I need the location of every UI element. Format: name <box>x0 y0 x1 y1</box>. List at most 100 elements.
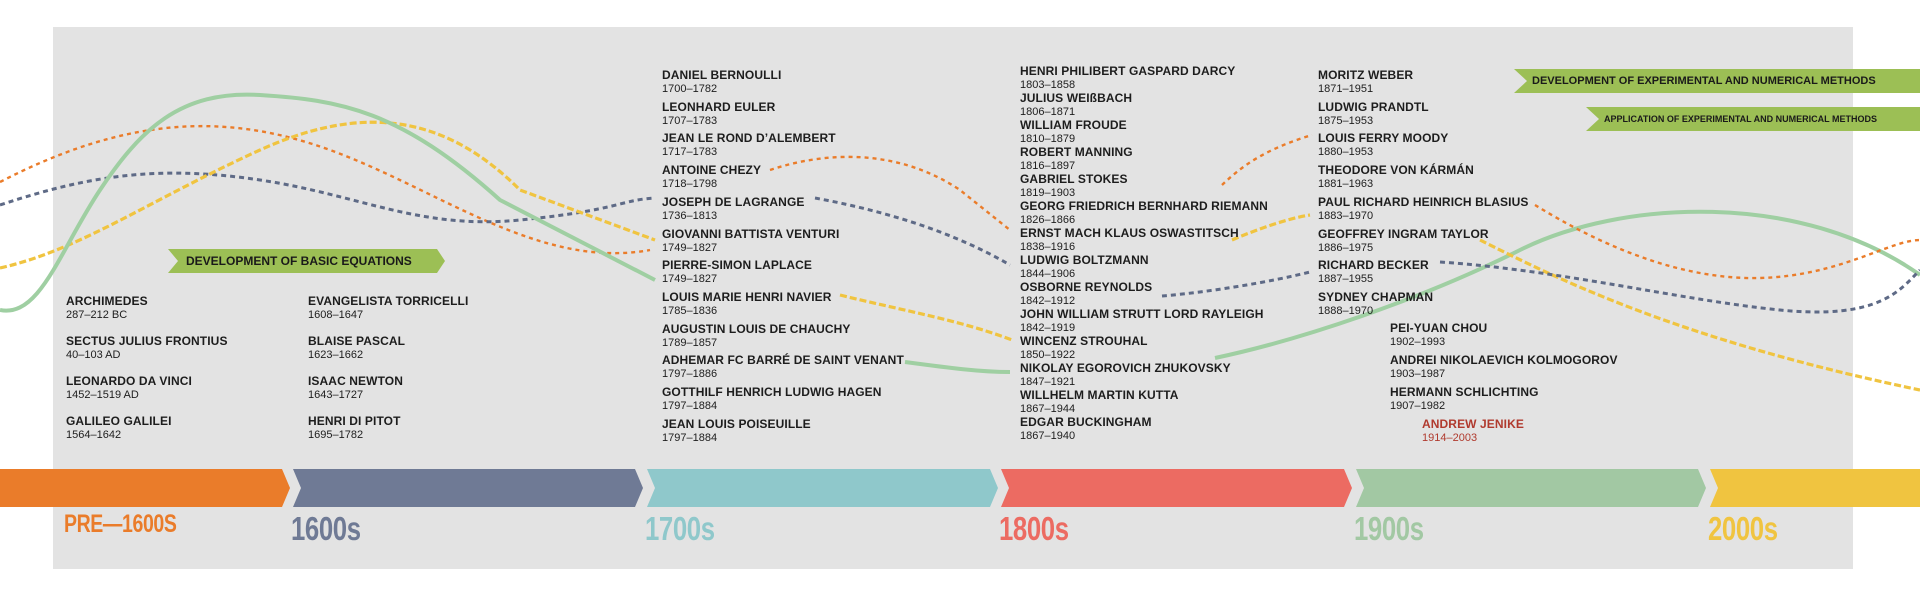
era-bar-2000s <box>1710 469 1920 507</box>
person-dates: 1749–1827 <box>662 241 718 254</box>
person-dates: 1797–1884 <box>662 431 718 444</box>
slate-curve-mid <box>814 196 1011 267</box>
person-name: SECTUS JULIUS FRONTIUS <box>66 334 228 348</box>
person-name: RICHARD BECKER <box>1318 258 1429 273</box>
slate-curve-left <box>0 171 656 224</box>
person-name: HENRI DI PITOT <box>308 414 401 428</box>
era-label-1600s: 1600s <box>291 510 361 547</box>
person-name: LOUIS MARIE HENRI NAVIER <box>662 289 832 304</box>
person-name: PEI-YUAN CHOU <box>1390 321 1488 335</box>
person-name: GOTTHILF HENRICH LUDWIG HAGEN <box>662 385 882 399</box>
person-name: JEAN LE ROND D’ALEMBERT <box>662 131 836 146</box>
person-name: GEOFFREY INGRAM TAYLOR <box>1318 226 1489 241</box>
person-dates: 1914–2003 <box>1422 432 1478 444</box>
person-entry: OSBORNE REYNOLDS 1842–1912 <box>1020 280 1152 308</box>
person-dates: 1881–1963 <box>1318 178 1374 191</box>
person-dates: 1842–1912 <box>1020 295 1076 307</box>
banner-app-label: APPLICATION OF EXPERIMENTAL AND NUMERICA… <box>1604 114 1878 124</box>
person-dates: 1875–1953 <box>1318 114 1374 127</box>
person-entry: JEAN LOUIS POISEUILLE 1797–1884 <box>662 417 811 445</box>
person-entry: NIKOLAY EGOROVICH ZHUKOVSKY 1847–1921 <box>1020 361 1231 389</box>
era-bar-1800s <box>1001 469 1352 507</box>
person-name: PIERRE-SIMON LAPLACE <box>662 258 813 273</box>
person-entry: LUDWIG PRANDTL 1875–1953 <box>1318 100 1429 128</box>
green-curve-right <box>1214 209 1920 360</box>
person-name: MORITZ WEBER <box>1318 68 1414 82</box>
person-name: GALILEO GALILEI <box>66 414 172 428</box>
person-entry: WILLIAM FROUDE 1810–1879 <box>1020 118 1127 146</box>
person-entry-highlight: ANDREW JENIKE 1914–2003 <box>1422 417 1524 445</box>
person-name: GIOVANNI BATTISTA VENTURI <box>662 226 840 241</box>
banner-basic-equations: DEVELOPMENT OF BASIC EQUATIONS <box>186 250 412 272</box>
person-entry: JOSEPH DE LAGRANGE 1736–1813 <box>662 195 805 223</box>
person-entry: HENRI PHILIBERT GASPARD DARCY 1803–1858 <box>1020 64 1235 92</box>
person-name: HENRI PHILIBERT GASPARD DARCY <box>1020 64 1236 78</box>
person-entry: ANTOINE CHEZY 1718–1798 <box>662 163 761 191</box>
person-dates: 1810–1879 <box>1020 133 1076 145</box>
person-dates: 1907–1982 <box>1390 400 1446 412</box>
person-dates: 1880–1953 <box>1318 146 1374 159</box>
person-entry: ANDREI NIKOLAEVICH KOLMOGOROV 1903–1987 <box>1390 353 1618 381</box>
person-dates: 1819–1903 <box>1020 187 1076 199</box>
person-dates: 1903–1987 <box>1390 368 1446 380</box>
person-name: LEONARDO DA VINCI <box>66 374 192 388</box>
person-name: ADHEMAR FC BARRÉ DE SAINT VENANT <box>662 353 904 368</box>
person-dates: 1797–1884 <box>662 400 718 412</box>
person-entry: LOUIS FERRY MOODY 1880–1953 <box>1318 131 1448 159</box>
person-name: ROBERT MANNING <box>1020 145 1133 159</box>
person-name: HERMANN SCHLICHTING <box>1390 385 1539 399</box>
person-name: LUDWIG BOLTZMANN <box>1020 253 1149 267</box>
era-bar-1900s <box>1356 469 1706 507</box>
person-entry: LEONHARD EULER 1707–1783 <box>662 100 775 128</box>
person-entry: GIOVANNI BATTISTA VENTURI 1749–1827 <box>662 227 839 255</box>
person-dates: 287–212 BC <box>66 309 128 321</box>
person-name: ERNST MACH KLAUS OSWASTITSCH <box>1020 226 1239 240</box>
person-dates: 1871–1951 <box>1318 83 1374 95</box>
orange-curve-right <box>1221 133 1313 186</box>
person-dates: 1888–1970 <box>1318 304 1374 317</box>
person-entry: GABRIEL STOKES 1819–1903 <box>1020 172 1128 200</box>
person-entry: WILLHELM MARTIN KUTTA 1867–1944 <box>1020 388 1179 416</box>
person-dates: 1816–1897 <box>1020 160 1076 172</box>
person-name: LEONHARD EULER <box>662 99 776 114</box>
banner-basic-label: DEVELOPMENT OF BASIC EQUATIONS <box>186 254 412 268</box>
person-entry: ROBERT MANNING 1816–1897 <box>1020 145 1133 173</box>
person-dates: 1806–1871 <box>1020 106 1076 118</box>
person-entry: EDGAR BUCKINGHAM 1867–1940 <box>1020 415 1152 443</box>
person-dates: 1785–1836 <box>662 304 718 317</box>
person-name: ANTOINE CHEZY <box>662 163 762 178</box>
banner-dev-label: DEVELOPMENT OF EXPERIMENTAL AND NUMERICA… <box>1532 75 1876 87</box>
person-entry: WINCENZ STROUHAL 1850–1922 <box>1020 334 1148 362</box>
banner-app-shape <box>1586 107 1920 131</box>
person-dates: 1797–1886 <box>662 368 718 381</box>
person-entry: JULIUS WEIßBACH 1806–1871 <box>1020 91 1132 119</box>
person-entry: SYDNEY CHAPMAN 1888–1970 <box>1318 290 1433 318</box>
person-name: ANDREI NIKOLAEVICH KOLMOGOROV <box>1390 353 1618 367</box>
person-entry: ERNST MACH KLAUS OSWASTITSCH 1838–1916 <box>1020 226 1239 254</box>
person-dates: 1867–1940 <box>1020 430 1076 442</box>
banner-experimental-application: APPLICATION OF EXPERIMENTAL AND NUMERICA… <box>1604 108 1877 130</box>
person-dates: 1749–1827 <box>662 273 718 286</box>
person-name: JULIUS WEIßBACH <box>1020 91 1133 105</box>
yellow-curve-mid <box>839 293 1013 342</box>
banner-experimental-development: DEVELOPMENT OF EXPERIMENTAL AND NUMERICA… <box>1532 70 1876 92</box>
person-name: THEODORE VON KÁRMÁN <box>1318 163 1474 178</box>
yellow-curve-right <box>1231 213 1311 242</box>
person-name: PAUL RICHARD HEINRICH BLASIUS <box>1318 194 1529 209</box>
person-entry: GOTTHILF HENRICH LUDWIG HAGEN 1797–1884 <box>662 385 882 413</box>
person-dates: 1452–1519 AD <box>66 389 139 401</box>
person-entry: GEOFFREY INGRAM TAYLOR 1886–1975 <box>1318 227 1489 255</box>
era-label-1800s: 1800s <box>999 510 1069 547</box>
era-label-2000s: 2000s <box>1708 510 1778 547</box>
era-bar-pre1600 <box>0 469 290 507</box>
person-name: JEAN LOUIS POISEUILLE <box>662 416 811 431</box>
person-name: WINCENZ STROUHAL <box>1020 334 1148 348</box>
person-dates: 1608–1647 <box>308 309 364 321</box>
person-entry: LOUIS MARIE HENRI NAVIER 1785–1836 <box>662 290 832 318</box>
person-dates: 1842–1919 <box>1020 322 1076 334</box>
person-dates: 1717–1783 <box>662 146 718 159</box>
era-label-pre1600: PRE—1600S <box>64 510 177 538</box>
person-name: WILLHELM MARTIN KUTTA <box>1020 388 1179 402</box>
person-entry: AUGUSTIN LOUIS DE CHAUCHY 1789–1857 <box>662 322 851 350</box>
